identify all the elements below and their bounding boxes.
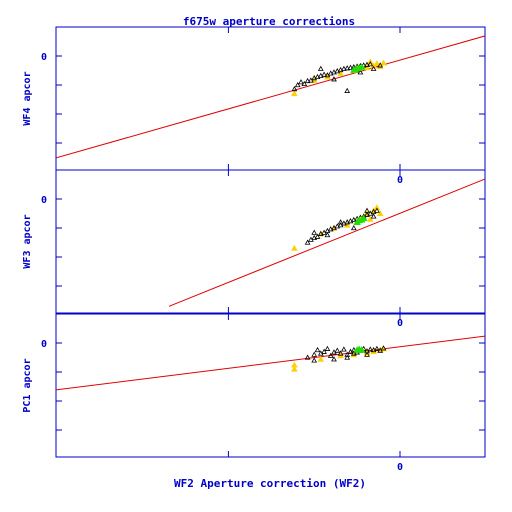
data-point-yellow (291, 244, 298, 251)
data-point (317, 65, 324, 71)
fit-line (56, 35, 485, 159)
data-point (301, 80, 308, 86)
data-point (321, 348, 327, 354)
y-tick-label: 0 (41, 52, 47, 63)
data-point (324, 231, 331, 238)
data-point (304, 354, 311, 360)
data-point (344, 351, 351, 357)
data-point-yellow (373, 204, 381, 211)
panel-data (56, 335, 485, 391)
data-point (327, 352, 334, 358)
data-point (347, 64, 354, 70)
y-tick-label: 0 (41, 195, 47, 206)
data-point (304, 239, 311, 245)
data-point (341, 346, 347, 352)
x-axis-label: WF2 Aperture correction (WF2) (174, 477, 366, 490)
panel-1: 0 0 WF4 apcor (22, 26, 486, 186)
data-point (367, 346, 374, 352)
data-point (357, 69, 364, 75)
data-point (314, 233, 321, 239)
data-point-yellow (367, 215, 374, 222)
data-point (350, 224, 357, 231)
data-point (380, 345, 387, 351)
data-point-yellow (291, 90, 298, 97)
data-point (370, 213, 377, 219)
data-point (314, 346, 321, 353)
data-point (304, 77, 311, 84)
data-point-yellow (376, 210, 384, 216)
data-point-green (360, 214, 368, 221)
chart-title: f675w aperture corrections (183, 15, 355, 28)
x-tick-label: 0 (397, 462, 403, 473)
data-point-green (358, 346, 366, 353)
panel-data (168, 178, 485, 307)
plot-frame (55, 313, 486, 458)
data-point-yellow (380, 59, 387, 66)
fit-line (56, 335, 485, 391)
data-point (291, 86, 298, 92)
data-point (321, 71, 327, 77)
x-tick-label: 0 (397, 318, 403, 329)
data-point (374, 207, 380, 213)
plot-frame (55, 169, 486, 314)
data-point (364, 207, 370, 213)
fit-line (168, 178, 485, 307)
data-point (350, 350, 357, 356)
data-point (374, 345, 380, 351)
data-point (331, 356, 337, 362)
y-axis-label: WF4 apcor (22, 71, 33, 125)
data-point (341, 65, 347, 71)
panel-3: 0 0 PC1 apcor (22, 313, 486, 473)
data-point (334, 347, 341, 353)
data-point (311, 357, 318, 363)
data-point (367, 61, 374, 67)
data-point (294, 81, 301, 88)
data-point (370, 65, 377, 71)
data-point (344, 65, 351, 71)
data-point (311, 351, 318, 357)
y-tick-label: 0 (41, 339, 47, 350)
data-point (337, 350, 344, 356)
data-point (298, 79, 304, 85)
data-point-yellow (291, 365, 298, 372)
data-point-yellow (373, 60, 381, 67)
panel-data (56, 35, 485, 159)
data-point-green (358, 63, 366, 70)
data-point (377, 62, 384, 68)
y-axis-label: PC1 apcor (22, 358, 33, 412)
panel-2: 0 0 WF3 apcor (22, 169, 486, 329)
x-tick-label: 0 (397, 175, 403, 186)
data-point (344, 354, 351, 360)
data-point (337, 219, 344, 225)
data-point (364, 61, 370, 67)
data-point (331, 76, 337, 82)
data-point (311, 229, 318, 235)
plot-frame (55, 26, 486, 171)
data-point (344, 87, 351, 93)
data-point (324, 345, 331, 351)
data-point-yellow (317, 355, 325, 362)
data-point (364, 351, 370, 357)
y-axis-label: WF3 apcor (22, 214, 33, 268)
